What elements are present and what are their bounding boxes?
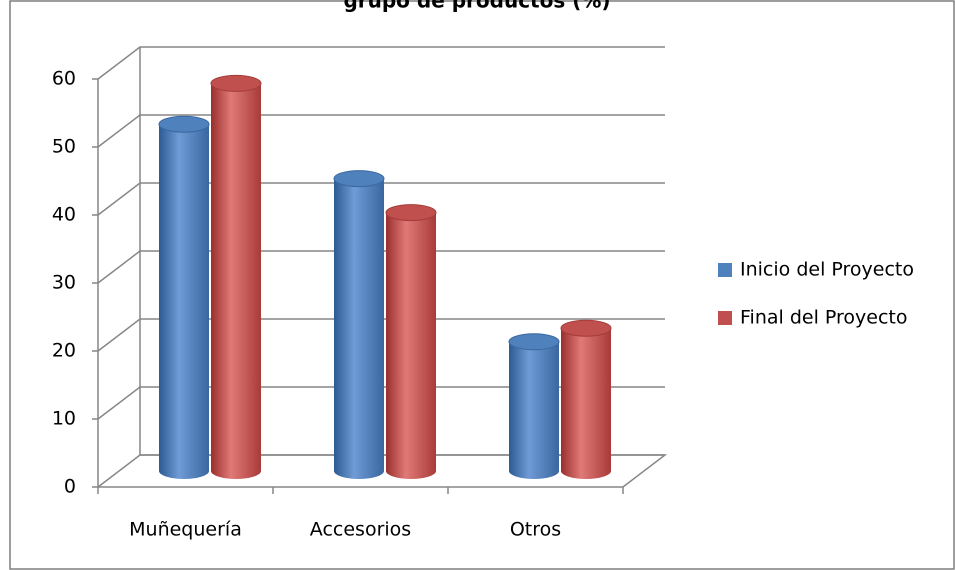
y-tick-label: 50 [52,136,76,158]
legend-swatch [718,263,732,277]
bar [211,83,261,472]
grid-line [97,46,665,80]
chart-title: grupo de productos (%) [343,0,610,13]
grid-line [97,114,665,148]
cylinder-top [508,333,560,351]
legend-label: Final del Proyecto [740,307,908,329]
cylinder-top [210,74,262,92]
cylinder-top [333,170,385,188]
x-tick-label: Otros [510,519,561,541]
y-tick-label: 10 [52,408,76,430]
grid-line [97,386,665,420]
y-tick-label: 0 [64,476,76,498]
grid-line [97,318,665,352]
y-tick-label: 60 [52,68,76,90]
bar [334,178,384,471]
bar [159,124,209,471]
y-tick-label: 30 [52,272,76,294]
x-tick-label: Muñequería [129,519,242,541]
legend-swatch [718,311,732,325]
grid-line [97,182,665,216]
y-tick-label: 20 [52,340,76,362]
cylinder-top [385,204,437,222]
grid-line [97,454,665,488]
bar [509,341,559,471]
grid-line [97,250,665,284]
y-tick-label: 40 [52,204,76,226]
chart-border [9,0,955,570]
bar [561,328,611,471]
x-tick-label: Accesorios [310,519,411,541]
legend-label: Inicio del Proyecto [740,259,914,281]
bar [386,212,436,471]
cylinder-top [560,319,612,337]
cylinder-top [158,115,210,133]
